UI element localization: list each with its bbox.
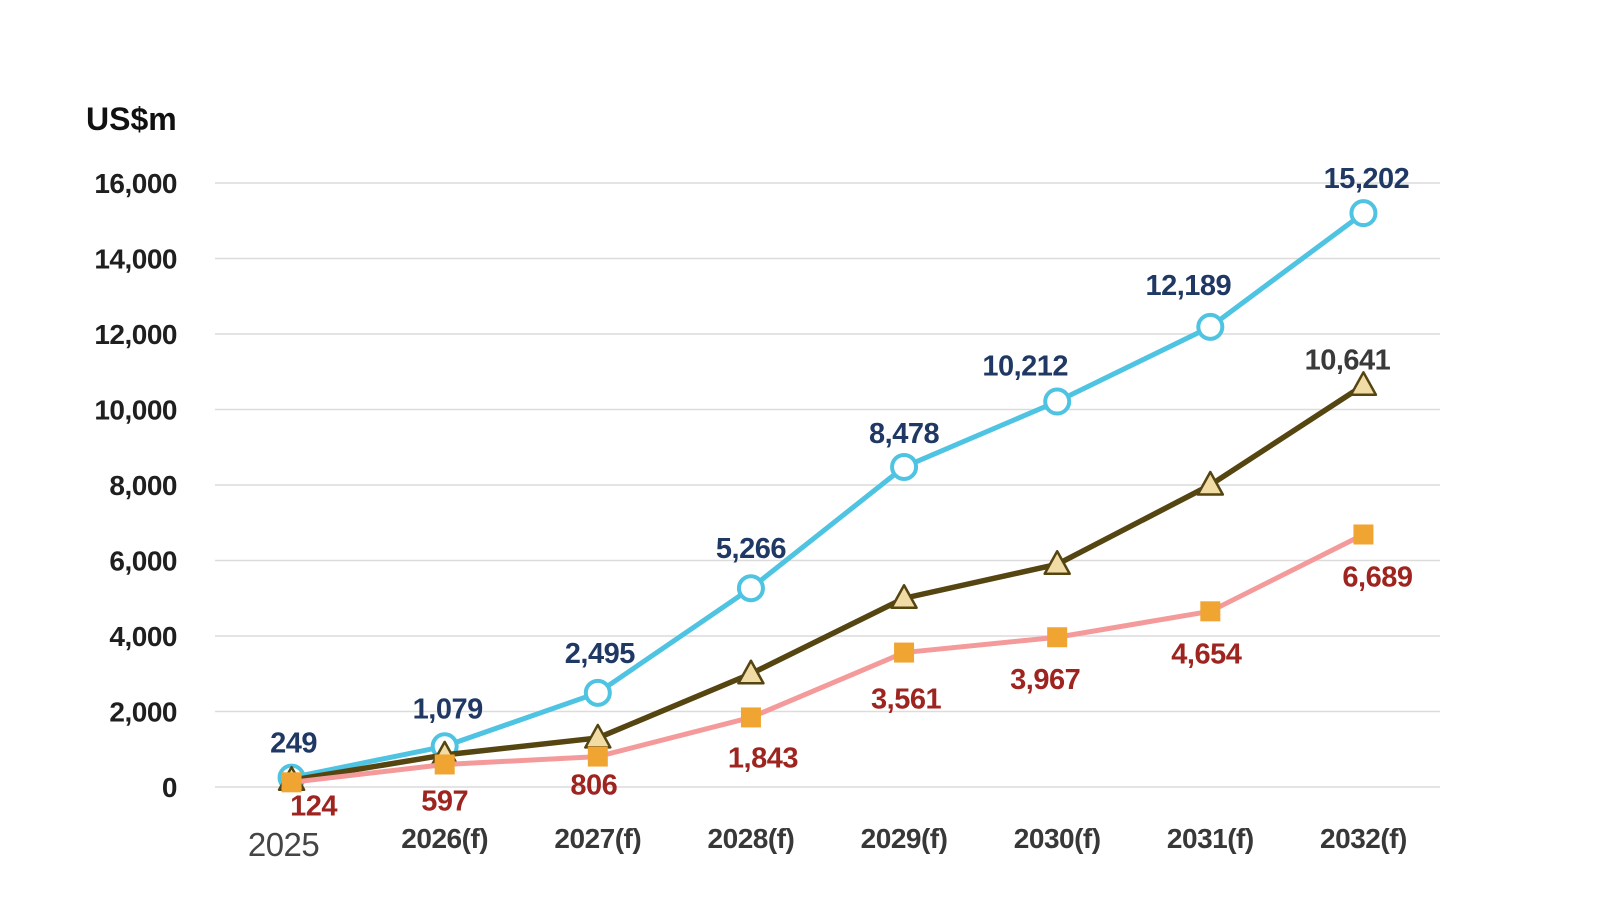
y-tick-label: 10,000 bbox=[94, 395, 177, 426]
data-label: 10,212 bbox=[982, 350, 1068, 382]
axis-labels-group: 0 2,000 4,000 6,000 8,000 10,000 12,000 14,000 1… bbox=[94, 168, 1407, 863]
triangle-marker bbox=[1349, 371, 1378, 397]
circle-marker bbox=[583, 678, 612, 707]
series-group bbox=[277, 199, 1378, 793]
square-marker bbox=[587, 746, 608, 767]
y-tick-label: 0 bbox=[162, 772, 177, 803]
x-tick-label: 2029(f) bbox=[861, 823, 948, 854]
triangle-marker bbox=[1196, 470, 1225, 496]
data-label: 12,189 bbox=[1145, 270, 1231, 302]
y-tick-label: 8,000 bbox=[109, 470, 177, 501]
triangle-marker bbox=[737, 659, 765, 685]
triangle-marker bbox=[890, 584, 918, 609]
series-line-cyan-circle-series bbox=[289, 210, 1366, 781]
data-label: 124 bbox=[290, 790, 337, 822]
y-tick-label: 6,000 bbox=[109, 546, 177, 577]
circle-marker bbox=[736, 574, 765, 603]
y-tick-label: 12,000 bbox=[94, 319, 177, 350]
x-tick-label: 2026(f) bbox=[401, 823, 488, 854]
gridlines-group bbox=[215, 182, 1440, 788]
x-tick-label: 2027(f) bbox=[554, 823, 641, 854]
square-marker bbox=[434, 754, 455, 775]
square-marker bbox=[740, 707, 761, 728]
square-marker bbox=[1200, 601, 1221, 622]
x-tick-label: 2031(f) bbox=[1167, 823, 1254, 854]
data-label: 2,495 bbox=[565, 638, 635, 670]
y-tick-label: 14,000 bbox=[94, 244, 177, 275]
data-label: 6,689 bbox=[1342, 561, 1412, 593]
circle-marker bbox=[1043, 387, 1072, 416]
circle-marker bbox=[890, 452, 919, 481]
x-tick-label: 2025 bbox=[248, 826, 319, 863]
square-marker bbox=[1047, 627, 1068, 648]
data-label: 1,079 bbox=[413, 693, 483, 725]
data-label: 10,641 bbox=[1305, 344, 1391, 376]
data-label: 4,654 bbox=[1171, 638, 1241, 670]
y-tick-label: 2,000 bbox=[109, 697, 177, 728]
y-axis-title: US$m bbox=[86, 101, 177, 137]
data-label: 3,967 bbox=[1010, 664, 1080, 696]
x-tick-label: 2032(f) bbox=[1320, 823, 1407, 854]
data-label: 597 bbox=[421, 785, 468, 817]
circle-marker bbox=[1349, 199, 1378, 228]
square-marker bbox=[894, 642, 915, 663]
x-tick-label: 2030(f) bbox=[1014, 823, 1101, 854]
data-label: 15,202 bbox=[1324, 163, 1410, 195]
data-label: 249 bbox=[270, 728, 317, 760]
x-tick-label: 2028(f) bbox=[708, 823, 795, 854]
data-labels-group: 249 1,079 2,495 5,266 8,478 10,212 12,189 15,20… bbox=[270, 163, 1413, 822]
series-line-olive-triangle-series bbox=[288, 382, 1367, 783]
y-tick-label: 16,000 bbox=[94, 168, 177, 199]
data-label: 5,266 bbox=[716, 533, 786, 565]
square-marker bbox=[281, 772, 302, 793]
y-tick-label: 4,000 bbox=[109, 621, 177, 652]
data-label: 1,843 bbox=[728, 742, 798, 774]
circle-marker bbox=[1196, 312, 1225, 341]
square-marker bbox=[1353, 524, 1374, 545]
triangle-marker bbox=[1043, 550, 1071, 576]
data-label: 8,478 bbox=[869, 418, 939, 450]
data-label: 3,561 bbox=[871, 684, 941, 716]
series-line-pink-square-series bbox=[289, 531, 1366, 785]
data-label: 806 bbox=[570, 770, 617, 802]
